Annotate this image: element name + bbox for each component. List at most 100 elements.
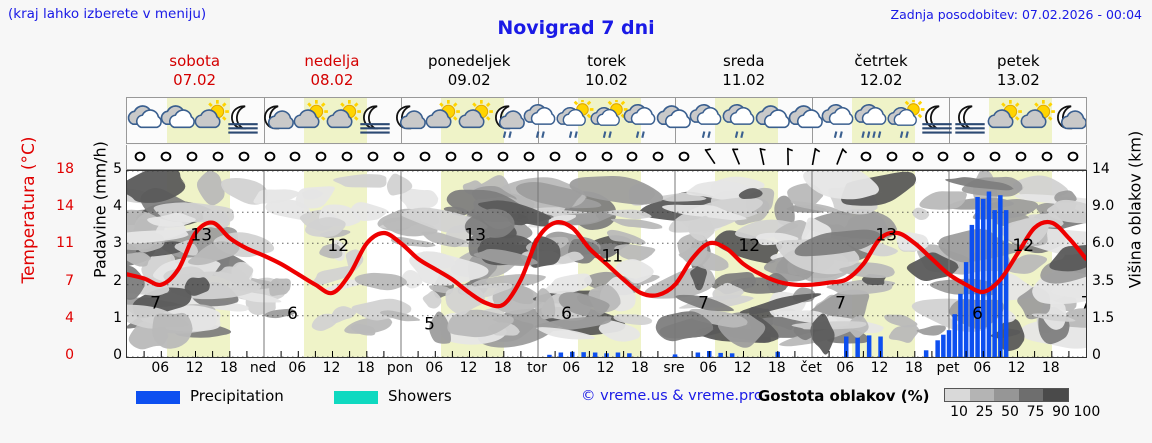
wind-symbol-strip — [126, 145, 1087, 170]
cloud-blob — [127, 230, 190, 244]
x-axis-label: 18 — [1041, 360, 1060, 376]
calm-circle-icon — [1009, 145, 1033, 168]
sun-cloud-icon — [420, 100, 462, 142]
axis-tick-label: 4 — [113, 198, 122, 215]
cloud-blob — [492, 283, 546, 315]
x-axis-label: 06 — [425, 360, 444, 376]
cloud-blob — [269, 278, 291, 296]
temperature-axis-ticks: 18 14 11 7 4 0 — [18, 160, 74, 370]
cloud-blob — [755, 232, 803, 246]
cloud-blob — [534, 316, 613, 332]
last-update-text: Zadnja posodobitev: 07.02.2026 - 00:04 — [890, 7, 1142, 22]
cloud-blob — [1054, 190, 1078, 203]
cloud-blob — [598, 320, 642, 342]
density-swatch-3 — [1018, 389, 1044, 401]
precipitation-bar — [627, 353, 632, 357]
moon-clear-icon — [222, 100, 264, 142]
cloud-blob — [515, 182, 582, 209]
cloud-blob — [1046, 199, 1086, 224]
temperature-point-label: 7 — [150, 294, 161, 314]
x-axis-label: 12 — [596, 360, 615, 376]
calm-circle-icon — [465, 145, 489, 168]
temperature-point-label: 6 — [972, 304, 983, 324]
calm-circle-icon — [258, 145, 282, 168]
x-axis-label: 12 — [185, 360, 204, 376]
calm-circle-icon — [128, 145, 152, 168]
copyright-text: © vreme.us & vreme.pro — [581, 388, 763, 404]
cloudy-icon — [127, 100, 165, 142]
day-header-row: sobota 07.02 nedelja 08.02 ponedeljek 09.02 to… — [126, 52, 1087, 92]
x-axis-label: sre — [663, 360, 685, 376]
x-axis-label: 06 — [699, 360, 718, 376]
precipitation-bar — [855, 337, 860, 357]
temperature-point-label: 12 — [1012, 236, 1034, 256]
axis-tick-label: 1 — [113, 309, 122, 326]
cloudy-icon — [156, 100, 198, 142]
x-axis-label: 12 — [459, 360, 478, 376]
day-header-1: nedelja 08.02 — [263, 52, 400, 92]
axis-tick-label: 11 — [56, 235, 74, 252]
cloud-blob — [213, 266, 252, 283]
axis-tick-label: 14 — [1092, 161, 1110, 177]
axis-tick-label: 6.0 — [1092, 235, 1115, 252]
cloud-blob — [386, 173, 415, 196]
cloud-blob — [810, 313, 836, 355]
density-swatch-0 — [945, 389, 970, 401]
precipitation-bar — [923, 350, 929, 357]
x-axis-label: pet — [936, 360, 960, 376]
wind-barb-icon — [828, 145, 852, 168]
day-date: 13.02 — [996, 71, 1040, 89]
calm-circle-icon — [957, 145, 981, 168]
calm-circle-icon — [517, 145, 541, 168]
cloud-blob — [184, 277, 211, 296]
calm-circle-icon — [931, 145, 955, 168]
temperature-point-label: 6 — [561, 304, 572, 324]
precipitation-bar — [729, 353, 735, 357]
cloud-blob — [409, 251, 490, 286]
cloud-blob — [690, 264, 707, 291]
day-date: 11.02 — [722, 71, 766, 89]
precipitation-bar — [558, 352, 564, 357]
temperature-point-label: 7 — [1081, 294, 1086, 314]
x-axis-label: 18 — [356, 360, 375, 376]
cloud-cover-field — [127, 171, 1086, 355]
cloud-blob — [127, 265, 147, 300]
sun-cloud-icon — [1015, 100, 1057, 142]
day-header-5: četrtek 12.02 — [812, 52, 949, 92]
precipitation-bar — [946, 330, 952, 357]
precipitation-bar — [547, 354, 552, 357]
cloudy-icon — [784, 100, 826, 142]
day-header-3: torek 10.02 — [538, 52, 675, 92]
cloud-blob — [606, 229, 647, 245]
cloud-blob — [447, 309, 519, 338]
axis-tick-label: 0 — [113, 347, 122, 363]
showers-legend-swatch — [334, 391, 378, 404]
moon-cloud-icon — [387, 100, 429, 142]
calm-circle-icon — [1035, 145, 1059, 168]
moon-clear-icon — [916, 100, 958, 142]
calm-circle-icon — [672, 145, 696, 168]
cloud-blob — [429, 311, 452, 344]
cloud-blob — [735, 219, 802, 240]
cloud-blob — [399, 188, 439, 211]
moon-cloud-icon — [1048, 100, 1086, 142]
cloud-blob — [916, 325, 947, 336]
cloud-blob — [615, 259, 654, 284]
cloud-rain-icon — [685, 100, 727, 142]
calm-circle-icon — [1061, 145, 1085, 168]
axis-tick-label: 9.0 — [1092, 198, 1115, 215]
temperature-point-label: 7 — [835, 294, 846, 314]
cloud-blob — [544, 273, 593, 294]
precipitation-bar — [952, 314, 957, 357]
precipitation-bar — [969, 224, 975, 357]
x-axis-label: 18 — [219, 360, 238, 376]
x-axis-label: tor — [527, 360, 547, 376]
calm-circle-icon — [180, 145, 204, 168]
precipitation-bar — [941, 334, 946, 357]
cloud-blob — [477, 200, 552, 227]
precipitation-bar — [672, 354, 678, 357]
x-axis-label: 12 — [322, 360, 341, 376]
x-axis-label: ned — [249, 360, 277, 376]
calm-circle-icon — [906, 145, 930, 168]
x-axis-label: 06 — [288, 360, 307, 376]
